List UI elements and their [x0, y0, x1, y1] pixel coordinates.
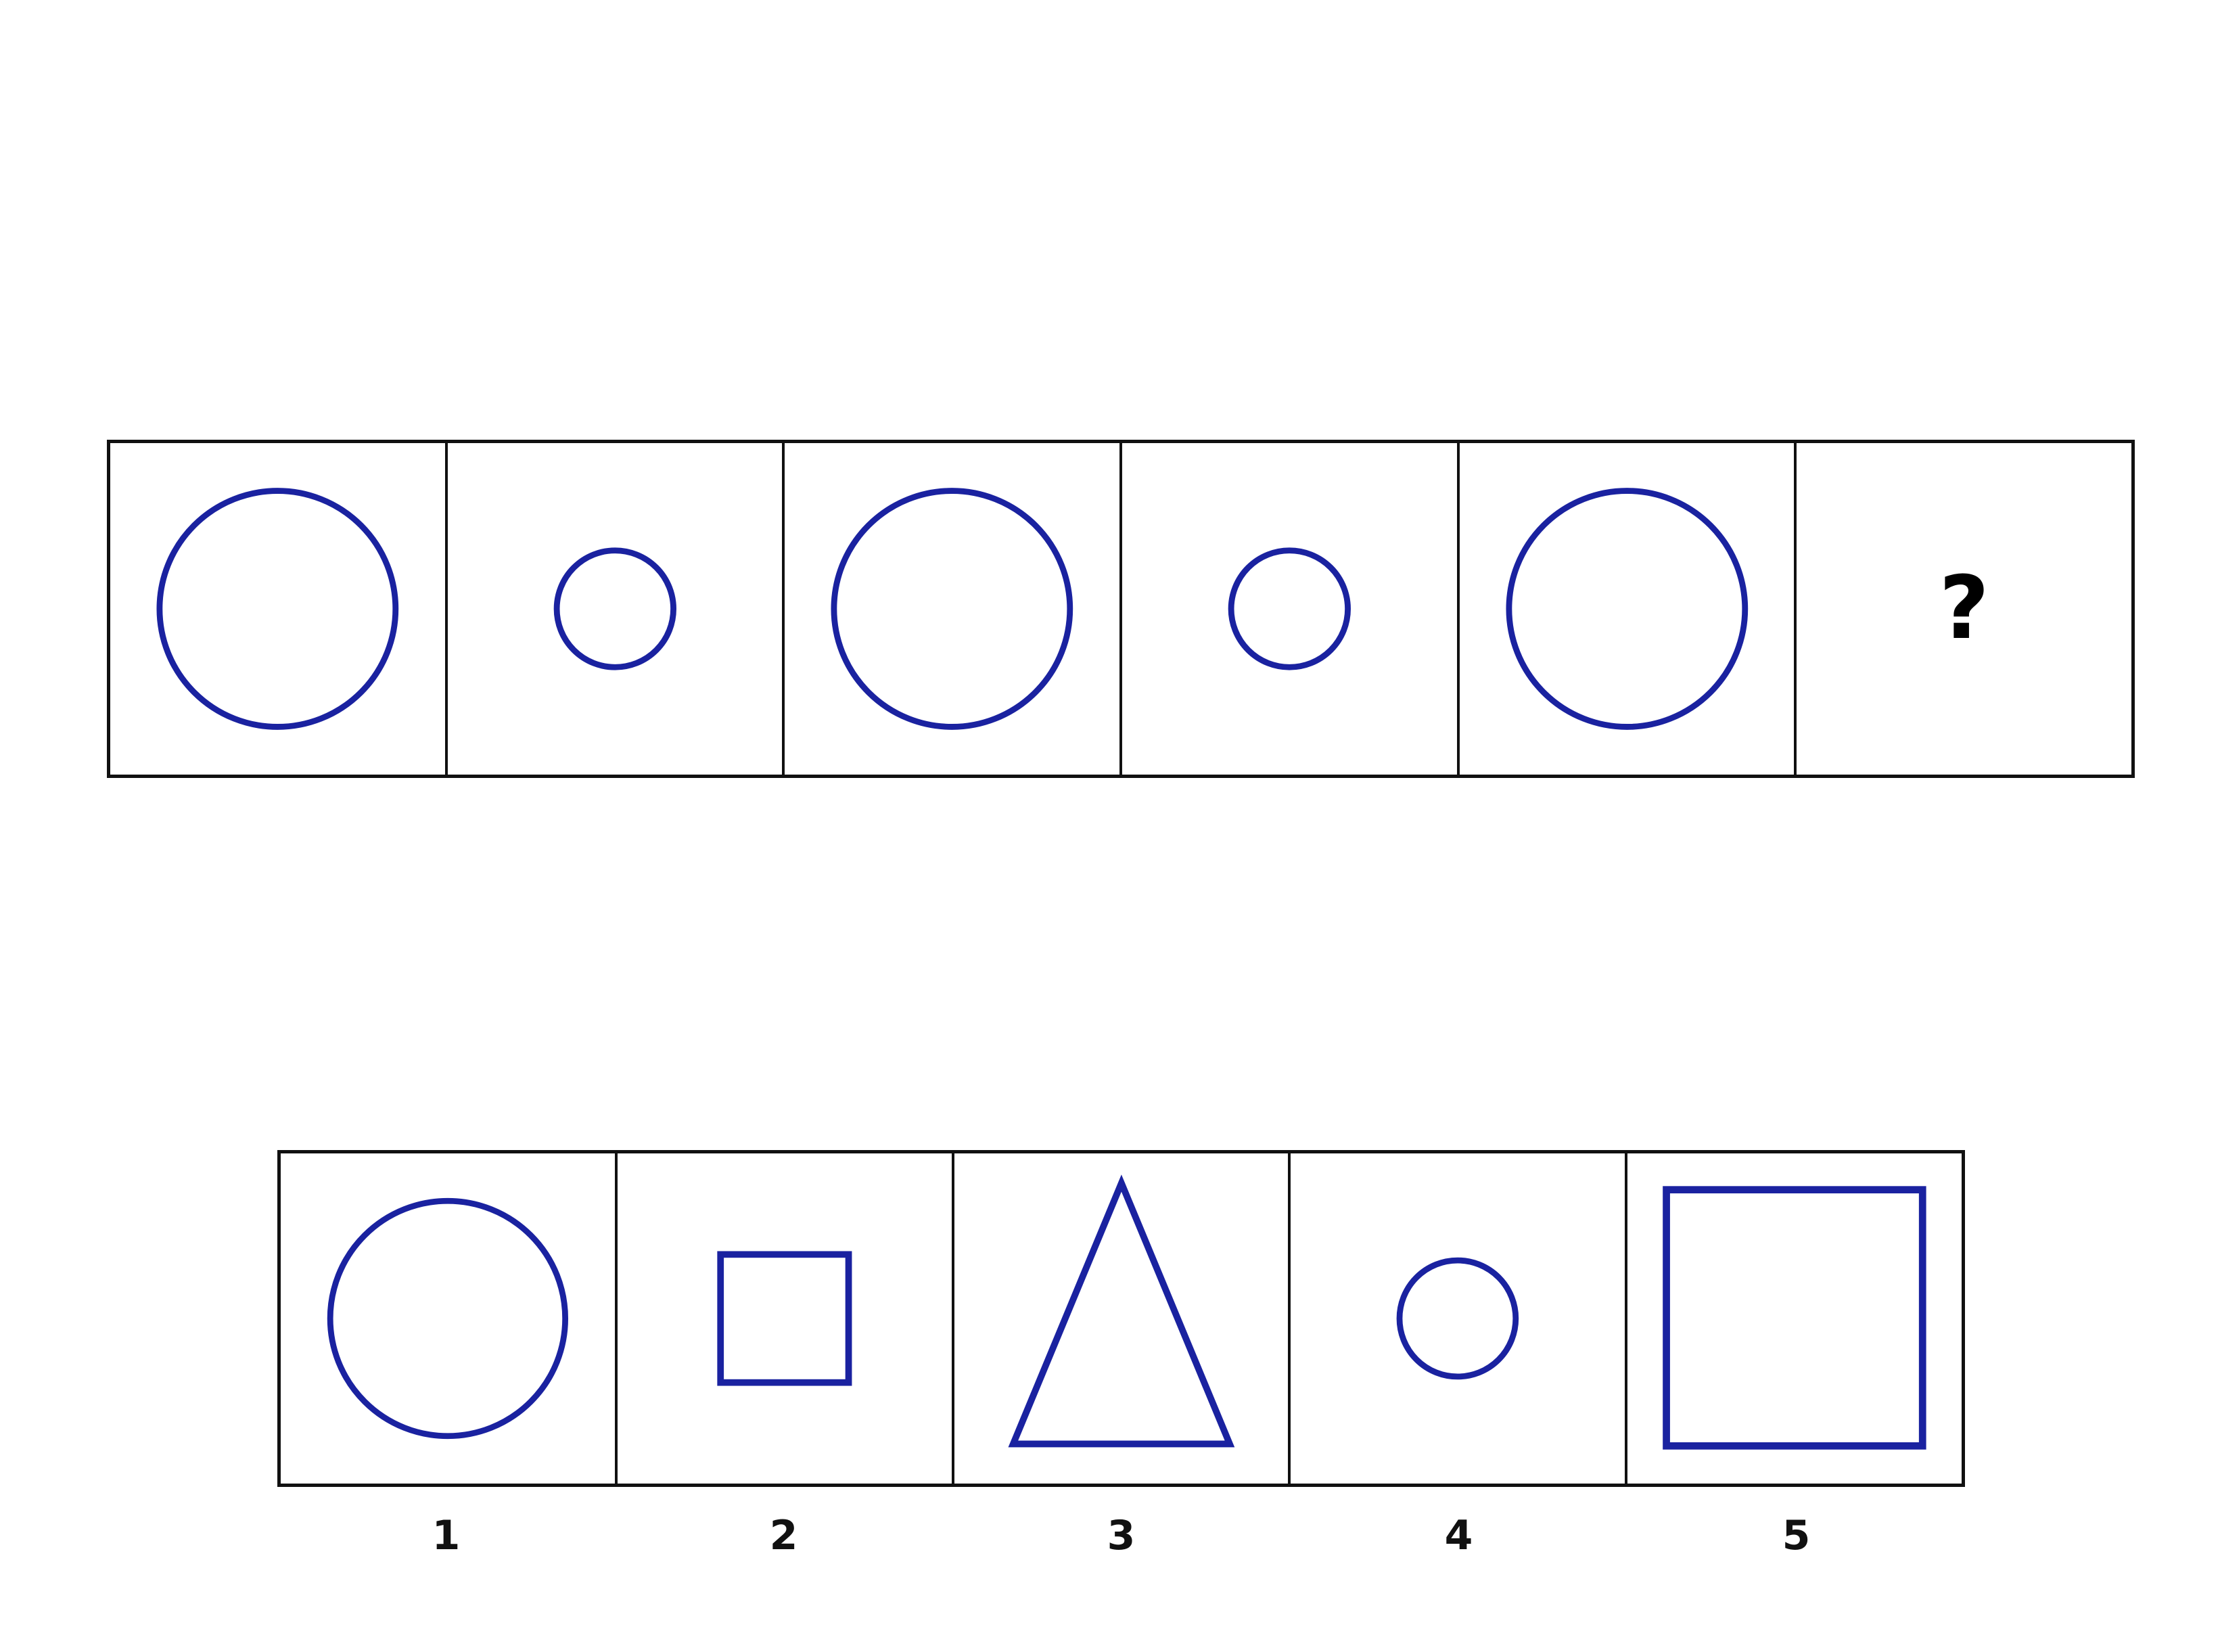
small-circle-icon	[1397, 1257, 1519, 1380]
option-3[interactable]	[954, 1153, 1291, 1484]
option-label-4: 4	[1444, 1512, 1473, 1559]
large-circle-icon	[156, 488, 399, 730]
option-5[interactable]	[1627, 1153, 1962, 1484]
option-label-1: 1	[432, 1512, 461, 1559]
small-circle-icon	[1228, 547, 1351, 670]
option-label-2: 2	[769, 1512, 798, 1559]
option-label-5: 5	[1782, 1512, 1811, 1559]
options-strip	[277, 1150, 1965, 1487]
sequence-strip: ?	[107, 440, 2135, 778]
small-square-icon	[717, 1251, 852, 1386]
sequence-cell-6: ?	[1797, 443, 2131, 775]
question-mark: ?	[1939, 558, 1989, 659]
large-circle-icon	[831, 488, 1073, 730]
large-square-icon	[1663, 1186, 1926, 1450]
option-labels: 1 2 3 4 5	[277, 1512, 1965, 1566]
option-2[interactable]	[618, 1153, 954, 1484]
option-1[interactable]	[281, 1153, 618, 1484]
option-4[interactable]	[1291, 1153, 1628, 1484]
large-circle-icon	[1506, 488, 1748, 730]
sequence-cell-5	[1460, 443, 1797, 775]
large-circle-icon	[327, 1197, 569, 1440]
sequence-cell-2	[448, 443, 785, 775]
sequence-cell-1	[110, 443, 448, 775]
triangle-icon	[1008, 1174, 1234, 1448]
small-circle-icon	[553, 547, 676, 670]
sequence-cell-3	[785, 443, 1123, 775]
sequence-cell-4	[1122, 443, 1460, 775]
option-label-3: 3	[1107, 1512, 1136, 1559]
